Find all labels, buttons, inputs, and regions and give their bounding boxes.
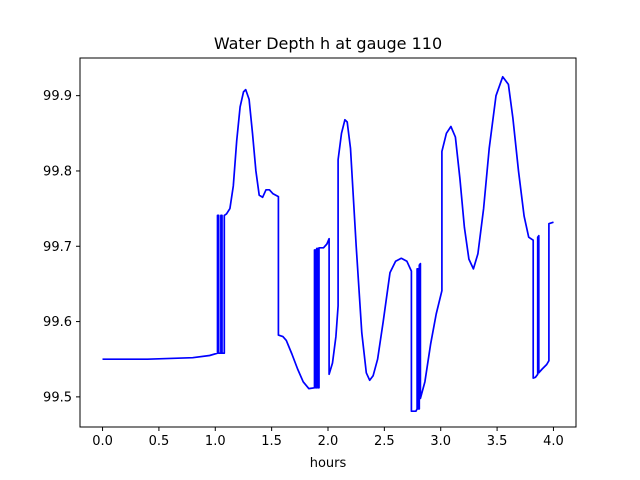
x-tick-label: 0.5 <box>149 434 170 449</box>
x-axis: 0.0 0.5 1.0 1.5 2.0 2.5 3.0 3.5 4.0 <box>92 427 564 449</box>
y-tick-label: 99.9 <box>43 89 72 104</box>
series-line <box>102 75 554 413</box>
y-tick-label: 99.8 <box>43 164 72 179</box>
y-axis: 99.5 99.6 99.7 99.8 99.9 <box>43 89 80 405</box>
x-tick-label: 4.0 <box>543 434 564 449</box>
x-tick-label: 1.5 <box>261 434 282 449</box>
x-tick-label: 0.0 <box>92 434 113 449</box>
chart-title: Water Depth h at gauge 110 <box>214 34 442 53</box>
y-tick-label: 99.5 <box>43 390 72 405</box>
x-tick-label: 2.5 <box>374 434 395 449</box>
x-tick-label: 3.0 <box>430 434 451 449</box>
x-tick-label: 1.0 <box>205 434 226 449</box>
x-tick-label: 3.5 <box>487 434 508 449</box>
y-tick-label: 99.7 <box>43 240 72 255</box>
series-layer <box>102 75 554 413</box>
x-tick-label: 2.0 <box>318 434 339 449</box>
x-axis-label: hours <box>310 456 347 471</box>
y-tick-label: 99.6 <box>43 315 72 330</box>
